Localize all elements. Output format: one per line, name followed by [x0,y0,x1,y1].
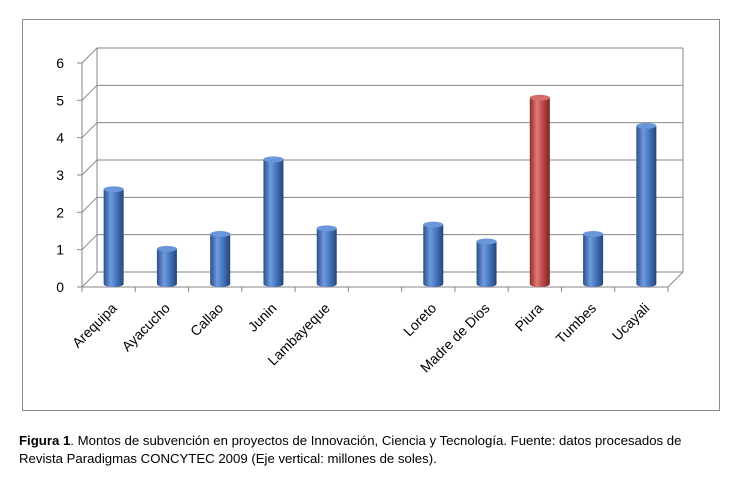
bar-top [636,122,657,129]
bar [210,231,231,287]
bar-body [210,234,231,287]
x-tick-label: Tumbes [552,300,599,347]
x-tick-label: Junin [245,300,280,335]
bars [103,94,657,287]
side-wall-line [81,122,98,139]
floor-right-edge [667,271,684,288]
bar [103,186,124,287]
x-tick-label: Ayacucho [118,300,173,355]
x-tick-label: Arequipa [69,300,120,351]
bar-top [423,221,444,228]
y-tick-label: 6 [56,55,64,71]
figure-caption: Figura 1. Montos de subvención en proyec… [19,432,719,468]
bar-top [210,231,231,237]
caption-label: Figura 1 [19,433,71,448]
bar [263,156,284,287]
x-tick-label: Loreto [400,300,440,340]
x-tick-label: Piura [512,300,547,335]
caption-text: . Montos de subvención en proyectos de I… [19,433,682,466]
chart-frame [22,19,720,411]
side-wall-line [81,196,98,213]
bar-top [156,245,177,252]
bar-body [263,159,284,287]
bar-top [263,156,284,163]
axes [77,48,684,292]
y-tick-label: 3 [56,167,64,183]
y-tick-label: 4 [56,130,64,146]
bar [156,245,177,287]
side-wall-line [81,234,98,251]
side-wall-line [81,84,98,101]
x-tick-label: Ucayali [609,300,653,344]
bar [316,225,337,287]
bar-body [529,97,550,287]
y-tick-label: 5 [56,92,64,108]
bar-body [636,125,657,287]
bar-body [316,228,337,287]
bar-highlight [529,94,550,287]
bar-body [423,224,444,287]
bar-body [156,248,177,287]
bar [476,238,497,287]
y-tick-label: 0 [56,279,64,295]
bar [423,221,444,287]
bar-top [529,94,550,101]
y-tick-label: 1 [56,242,64,258]
bar-top [476,238,497,245]
bar-body [103,189,124,287]
bar [583,231,604,287]
bar-top [316,225,337,232]
x-tick-label: Callao [187,300,227,340]
bar-body [476,241,497,287]
bar-body [583,234,604,287]
side-wall-line [81,159,98,176]
bar-top [103,186,124,193]
bar-top [583,231,604,237]
side-wall-line [81,271,98,288]
side-wall-line [81,47,98,64]
bar [636,122,657,287]
y-tick-label: 2 [56,204,64,220]
